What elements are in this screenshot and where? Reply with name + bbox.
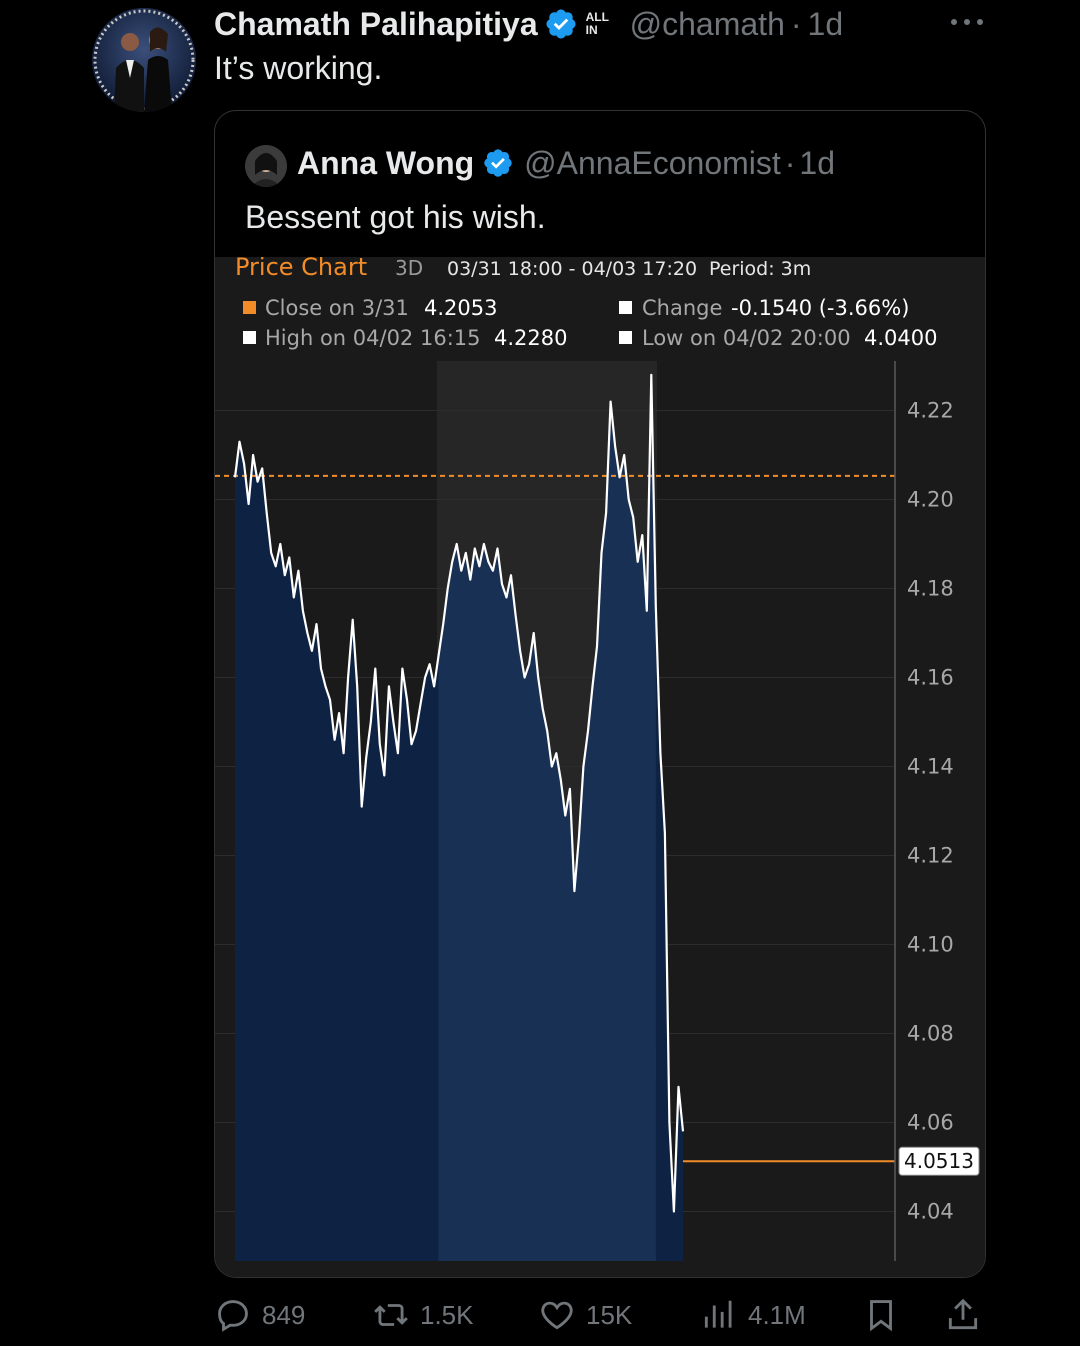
quoted-verified-badge-icon [484, 149, 512, 177]
affiliate-badge-line1: ALL [585, 10, 609, 24]
separator-dot: · [790, 5, 802, 42]
chart-date-range: 03/31 18:00 - 04/03 17:20 [447, 258, 697, 280]
author-name[interactable]: Chamath Palihapitiya [214, 5, 538, 42]
like-button[interactable]: 15K [538, 1290, 632, 1340]
y-tick-label: 4.12 [907, 844, 954, 868]
y-tick-label: 4.08 [907, 1022, 954, 1046]
quoted-tweet-header: Anna Wong @AnnaEconomist · 1d [297, 141, 835, 185]
stat-high-label: High on 04/02 16:15 [265, 326, 481, 350]
stat-low-label: Low on 04/02 20:00 [642, 326, 851, 350]
chart-title: Price Chart [235, 257, 367, 281]
all-in-affiliate-badge[interactable]: ALL IN [585, 7, 620, 41]
y-tick-label: 4.20 [907, 488, 954, 512]
reply-icon [218, 1300, 248, 1332]
verified-badge-icon [546, 9, 576, 39]
quoted-tweet-text: Bessent got his wish. [245, 199, 546, 235]
low-legend-swatch [619, 331, 632, 344]
y-tick-label: 4.14 [907, 755, 954, 779]
chart-range: 3D [395, 257, 423, 280]
view-count: 4.1M [748, 1299, 806, 1330]
share-button[interactable] [944, 1290, 992, 1340]
affiliate-badge-line2: IN [585, 23, 598, 37]
high-legend-swatch [243, 331, 256, 344]
repost-count: 1.5K [420, 1299, 474, 1330]
chart-period: Period: 3m [709, 258, 811, 280]
price-area-fill-session [438, 374, 656, 1261]
change-legend-swatch [619, 301, 632, 314]
author-handle[interactable]: @chamath [629, 5, 785, 42]
quoted-author-name[interactable]: Anna Wong [297, 144, 475, 181]
tweet-text: It’s working. [214, 50, 383, 86]
y-tick-label: 4.04 [907, 1200, 954, 1224]
bookmark-button[interactable] [862, 1290, 910, 1340]
quoted-separator-dot: · [784, 144, 796, 181]
y-tick-label: 4.16 [907, 666, 954, 690]
y-tick-label: 4.10 [907, 933, 954, 957]
views-button[interactable]: 4.1M [700, 1290, 806, 1340]
reply-count: 849 [262, 1299, 306, 1330]
stat-change-label: Change [642, 296, 722, 320]
author-avatar[interactable] [92, 8, 196, 112]
like-count: 15K [586, 1299, 633, 1330]
repost-button[interactable]: 1.5K [372, 1290, 474, 1340]
tweet-header: Chamath Palihapitiya ALL IN @chamath · 1… [214, 4, 843, 44]
reply-button[interactable]: 849 [214, 1290, 305, 1340]
tweet-time[interactable]: 1d [807, 5, 844, 42]
y-tick-label: 4.18 [907, 577, 954, 601]
stat-high-value: 4.2280 [494, 326, 567, 350]
stat-change-value: -0.1540 (-3.66%) [731, 296, 909, 320]
tweet-action-bar: 849 1.5K 15K 4.1M [0, 1290, 1080, 1340]
quoted-author-avatar[interactable] [245, 145, 287, 187]
y-tick-label: 4.06 [907, 1111, 954, 1135]
quoted-author-handle[interactable]: @AnnaEconomist [524, 144, 781, 181]
quoted-tweet-card[interactable]: Anna Wong @AnnaEconomist · 1d Bessent go… [214, 110, 986, 1278]
price-chart: 4.22 4.20 4.18 4.16 4.14 4.12 4.10 4.08 4.06 4.04… [215, 253, 980, 1261]
heart-icon [541, 1301, 573, 1330]
stat-close-value: 4.2053 [424, 296, 497, 320]
close-legend-swatch [243, 301, 256, 314]
more-options-icon[interactable] [948, 10, 988, 30]
last-value-label: 4.0513 [904, 1149, 974, 1173]
repost-icon [374, 1304, 408, 1326]
quoted-tweet-time[interactable]: 1d [799, 144, 836, 181]
share-icon [948, 1298, 978, 1330]
bookmark-icon [870, 1300, 892, 1332]
price-line [233, 373, 685, 1213]
stat-close-label: Close on 3/31 [265, 296, 409, 320]
y-tick-label: 4.22 [907, 399, 954, 423]
stat-low-value: 4.0400 [864, 326, 937, 350]
last-value-box [898, 1146, 980, 1176]
price-chart-image[interactable]: 4.22 4.20 4.18 4.16 4.14 4.12 4.10 4.08 4.06 4.04… [215, 253, 985, 1277]
analytics-icon [704, 1300, 732, 1328]
